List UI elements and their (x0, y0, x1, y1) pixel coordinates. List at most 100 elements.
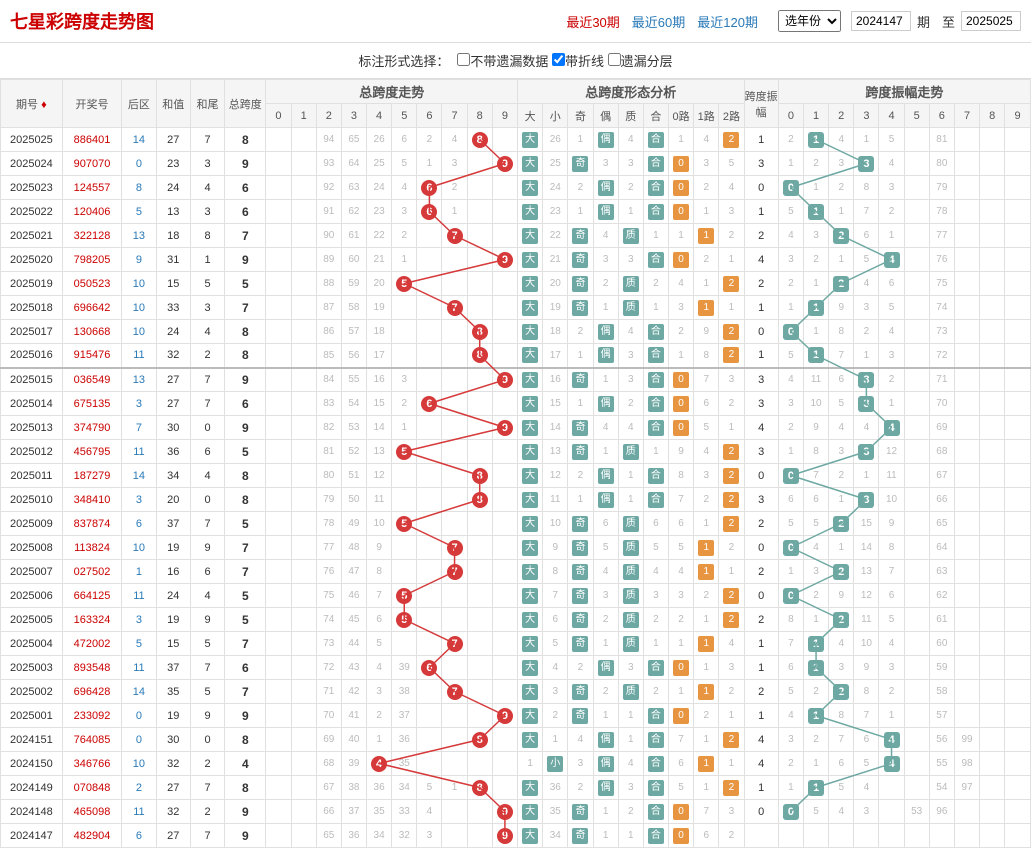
cell-xt-miss: 3 (694, 152, 719, 176)
cell-kd-miss (266, 488, 291, 512)
cell-hz: 15 (156, 272, 190, 296)
table-row: 202500702750211667764787大8奇4质44112132137… (1, 560, 1031, 584)
cell-hz: 32 (156, 752, 190, 776)
cell-zf-miss: 56 (929, 728, 954, 752)
cell-xt: 0 (668, 800, 693, 824)
cell-hq: 7 (122, 416, 156, 440)
cell-period: 2024149 (1, 776, 63, 800)
cell-zf-miss: 57 (929, 704, 954, 728)
cell-zf-miss (904, 536, 929, 560)
cell-kd-miss: 16 (367, 368, 392, 392)
cell-kd-miss (417, 512, 442, 536)
cell-zf-miss (1005, 344, 1031, 368)
cell-xt: 质 (618, 440, 643, 464)
period-link[interactable]: 最近120期 (697, 12, 758, 31)
cell-zf-miss (980, 368, 1005, 392)
cell-xt: 偶 (593, 776, 618, 800)
cell-kd-ball: 9 (492, 368, 517, 392)
cell-kd-miss (442, 272, 467, 296)
cell-kd-miss (492, 656, 517, 680)
period-link[interactable]: 最近30期 (566, 12, 619, 31)
cell-kd-miss (392, 536, 417, 560)
cell-zf-miss (954, 584, 979, 608)
th-zf-col: 6 (929, 104, 954, 128)
filter-option[interactable]: 遗漏分层 (608, 54, 673, 69)
cell-xt-miss: 15 (543, 392, 568, 416)
cell-xt-miss: 7 (694, 368, 719, 392)
cell-zf-miss: 4 (879, 152, 904, 176)
cell-hw: 3 (190, 200, 224, 224)
cell-xt-miss: 2 (643, 272, 668, 296)
cell-hq: 10 (122, 536, 156, 560)
cell-zf: 1 (744, 200, 778, 224)
cell-hw: 5 (190, 272, 224, 296)
cell-kd-miss (291, 728, 316, 752)
cell-kd-miss (291, 680, 316, 704)
th-kd-trend: 总跨度走势 (266, 80, 518, 104)
cell-zf-ball: 2 (829, 224, 854, 248)
cell-kd-miss (392, 296, 417, 320)
cell-xt: 合 (643, 368, 668, 392)
filter-option[interactable]: 不带遗漏数据 (457, 54, 548, 69)
cell-kd-miss (417, 320, 442, 344)
cell-xt-miss: 7 (668, 488, 693, 512)
cell-xt: 合 (643, 128, 668, 152)
cell-period: 2024151 (1, 728, 63, 752)
cell-xt: 合 (643, 320, 668, 344)
cell-kd-miss: 22 (367, 224, 392, 248)
cell-xt: 大 (518, 560, 543, 584)
cell-kd-ball: 9 (492, 800, 517, 824)
cell-zf-miss: 8 (879, 536, 904, 560)
cell-xt-miss: 7 (543, 584, 568, 608)
cell-kd-miss: 86 (316, 320, 341, 344)
cell-kd-miss (467, 560, 492, 584)
th-kd-col: 8 (467, 104, 492, 128)
period-link[interactable]: 最近60期 (632, 12, 685, 31)
cell-hw: 3 (190, 152, 224, 176)
cell-zf-miss (954, 272, 979, 296)
cell-xt-miss: 1 (719, 752, 744, 776)
cell-kd-miss (291, 512, 316, 536)
cell-xt-miss: 1 (593, 824, 618, 848)
cell-kd-miss (467, 800, 492, 824)
th-hw: 和尾 (190, 80, 224, 128)
cell-period: 2025006 (1, 584, 63, 608)
cell-xt: 大 (518, 680, 543, 704)
cell-xt-miss: 3 (618, 152, 643, 176)
cell-kd-miss: 91 (316, 200, 341, 224)
cell-zf-miss (904, 632, 929, 656)
th-kd-col: 2 (316, 104, 341, 128)
cell-zf-miss: 78 (929, 200, 954, 224)
cell-xt-miss: 20 (543, 272, 568, 296)
cell-kd-miss: 4 (392, 176, 417, 200)
cell-xt-miss: 8 (543, 560, 568, 584)
cell-zf-miss: 97 (954, 776, 979, 800)
cell-kd-miss: 2 (392, 224, 417, 248)
th-period[interactable]: 期号 ♦ (1, 80, 63, 128)
cell-zf-miss: 72 (929, 344, 954, 368)
cell-xt-miss: 12 (543, 464, 568, 488)
cell-kd: 9 (225, 248, 266, 272)
cell-zf-miss (980, 824, 1005, 848)
cell-xt-miss: 4 (618, 416, 643, 440)
cell-xt: 2 (719, 488, 744, 512)
period-to-input[interactable] (961, 11, 1021, 31)
cell-kd-miss (291, 752, 316, 776)
cell-hq: 3 (122, 488, 156, 512)
filter-option[interactable]: 带折线 (552, 54, 604, 69)
cell-zf-miss: 14 (854, 536, 879, 560)
cell-zf-miss: 1 (854, 464, 879, 488)
cell-zf-miss (980, 608, 1005, 632)
cell-kd-miss (266, 320, 291, 344)
cell-kd-miss (442, 824, 467, 848)
cell-xt-miss: 4 (618, 128, 643, 152)
cell-zf-ball: 0 (778, 800, 803, 824)
cell-zf-miss (1005, 800, 1031, 824)
cell-hz: 27 (156, 128, 190, 152)
cell-zf-miss: 9 (803, 416, 828, 440)
cell-period: 2024148 (1, 800, 63, 824)
cell-hz: 32 (156, 800, 190, 824)
period-from-input[interactable] (851, 11, 911, 31)
year-select[interactable]: 选年份 (778, 10, 841, 32)
cell-hw: 4 (190, 464, 224, 488)
